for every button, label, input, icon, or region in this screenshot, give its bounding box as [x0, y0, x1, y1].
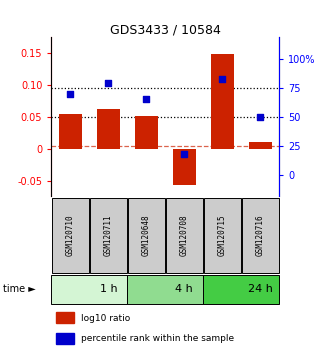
Bar — [56, 312, 74, 323]
FancyBboxPatch shape — [204, 198, 241, 273]
Title: GDS3433 / 10584: GDS3433 / 10584 — [110, 23, 221, 36]
Text: GSM120715: GSM120715 — [218, 215, 227, 256]
Bar — [211, 55, 234, 149]
Text: 1 h: 1 h — [100, 284, 117, 295]
FancyBboxPatch shape — [128, 198, 165, 273]
Bar — [249, 142, 272, 149]
FancyBboxPatch shape — [203, 275, 279, 304]
FancyBboxPatch shape — [90, 198, 127, 273]
Point — [182, 151, 187, 157]
Text: log10 ratio: log10 ratio — [81, 314, 130, 323]
Text: 24 h: 24 h — [248, 284, 273, 295]
FancyBboxPatch shape — [52, 198, 89, 273]
Point — [144, 97, 149, 102]
Text: GSM120648: GSM120648 — [142, 215, 151, 256]
FancyBboxPatch shape — [242, 198, 279, 273]
Point — [258, 114, 263, 120]
Bar — [56, 333, 74, 344]
Text: GSM120716: GSM120716 — [256, 215, 265, 256]
FancyBboxPatch shape — [127, 275, 203, 304]
Text: GSM120710: GSM120710 — [66, 215, 75, 256]
Point — [106, 80, 111, 86]
Bar — [135, 116, 158, 149]
Bar — [97, 109, 120, 149]
Text: percentile rank within the sample: percentile rank within the sample — [81, 334, 234, 343]
Point — [68, 91, 73, 97]
Text: GSM120711: GSM120711 — [104, 215, 113, 256]
Point — [220, 76, 225, 81]
FancyBboxPatch shape — [51, 275, 127, 304]
Bar — [59, 114, 82, 149]
Text: 4 h: 4 h — [176, 284, 193, 295]
FancyBboxPatch shape — [166, 198, 203, 273]
Text: GSM120708: GSM120708 — [180, 215, 189, 256]
Text: time ►: time ► — [3, 284, 36, 295]
Bar — [173, 149, 196, 185]
